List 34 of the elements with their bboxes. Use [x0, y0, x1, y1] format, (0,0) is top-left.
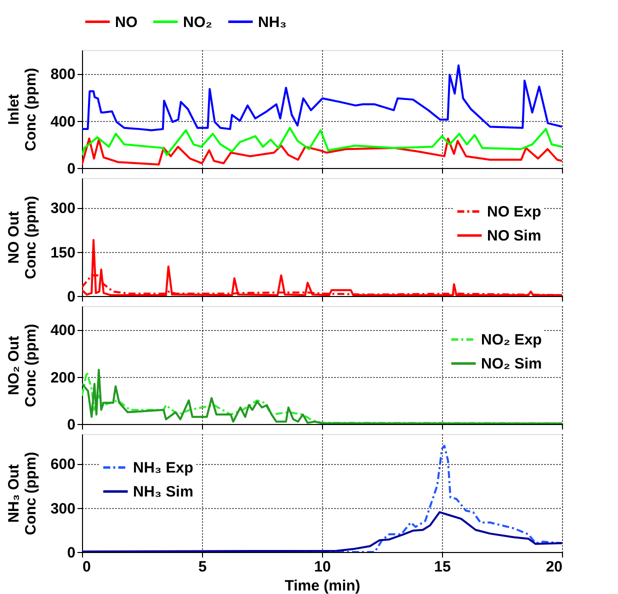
legend-label: NH₃ Exp	[133, 460, 194, 476]
y-tick-label: 300	[50, 500, 76, 518]
y-axis-title: Inlet Conc (ppm)	[6, 68, 40, 152]
x-tick-label: 0	[82, 558, 91, 576]
legend-label: NO₂ Sim	[481, 356, 542, 372]
line-series	[82, 126, 562, 156]
legend-label: NO Exp	[487, 204, 542, 220]
y-tick-label: 0	[67, 544, 76, 562]
y-tick-label: 0	[67, 160, 76, 178]
x-tick-label: 15	[434, 558, 451, 576]
y-axis-title: NH₃ Out Conc (ppm)	[6, 452, 40, 536]
line-series	[82, 64, 562, 132]
x-axis-title: Time (min)	[284, 578, 360, 594]
y-tick-label: 0	[67, 288, 76, 306]
y-tick-label: 800	[50, 66, 76, 84]
x-tick-label: 5	[198, 558, 207, 576]
legend-label: NO Sim	[487, 228, 542, 244]
legend-label: NO₂	[183, 14, 212, 31]
y-tick-label: 150	[50, 244, 76, 262]
y-tick-label: 0	[67, 416, 76, 434]
y-tick-label: 400	[50, 322, 76, 340]
y-tick-label: 300	[50, 200, 76, 217]
legend-label: NO	[115, 14, 138, 31]
y-axis-title: NO₂ Out Conc (ppm)	[6, 324, 40, 408]
y-axis-title: NO Out Conc (ppm)	[6, 196, 40, 280]
x-tick-label: 10	[314, 558, 331, 576]
legend-label: NO₂ Exp	[481, 332, 542, 348]
legend-label: NH₃	[258, 14, 287, 31]
legend-label: NH₃ Sim	[133, 484, 194, 500]
y-tick-label: 200	[50, 369, 76, 386]
y-tick-label: 400	[50, 113, 76, 130]
line-series	[82, 138, 562, 166]
y-tick-label: 600	[50, 456, 76, 473]
x-tick-label: 20	[546, 558, 562, 576]
